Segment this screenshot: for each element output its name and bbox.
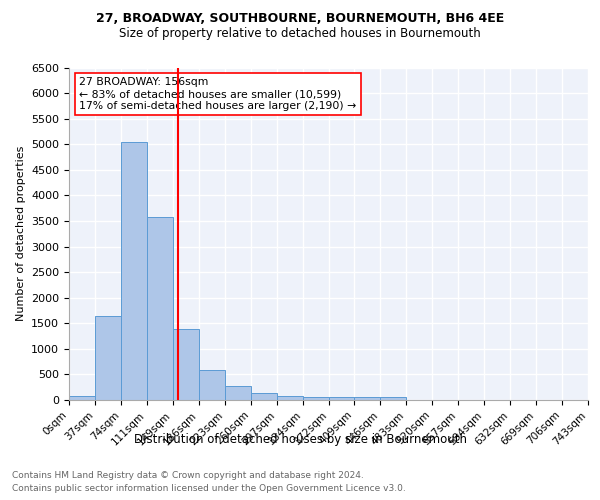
Bar [251, 393, 277, 400]
Bar [225, 386, 251, 400]
Text: 27, BROADWAY, SOUTHBOURNE, BOURNEMOUTH, BH6 4EE: 27, BROADWAY, SOUTHBOURNE, BOURNEMOUTH, … [96, 12, 504, 26]
Text: Distribution of detached houses by size in Bournemouth: Distribution of detached houses by size … [133, 432, 467, 446]
Bar [69, 396, 95, 400]
Bar [329, 397, 355, 400]
Bar [95, 316, 121, 400]
Bar [277, 396, 302, 400]
Text: Contains public sector information licensed under the Open Government Licence v3: Contains public sector information licen… [12, 484, 406, 493]
Bar [173, 329, 199, 400]
Bar [380, 397, 406, 400]
Y-axis label: Number of detached properties: Number of detached properties [16, 146, 26, 322]
Text: 27 BROADWAY: 156sqm
← 83% of detached houses are smaller (10,599)
17% of semi-de: 27 BROADWAY: 156sqm ← 83% of detached ho… [79, 78, 356, 110]
Text: Size of property relative to detached houses in Bournemouth: Size of property relative to detached ho… [119, 28, 481, 40]
Text: Contains HM Land Registry data © Crown copyright and database right 2024.: Contains HM Land Registry data © Crown c… [12, 471, 364, 480]
Bar [147, 218, 173, 400]
Bar [199, 370, 224, 400]
Bar [302, 397, 329, 400]
Bar [355, 397, 380, 400]
Bar [121, 142, 147, 400]
